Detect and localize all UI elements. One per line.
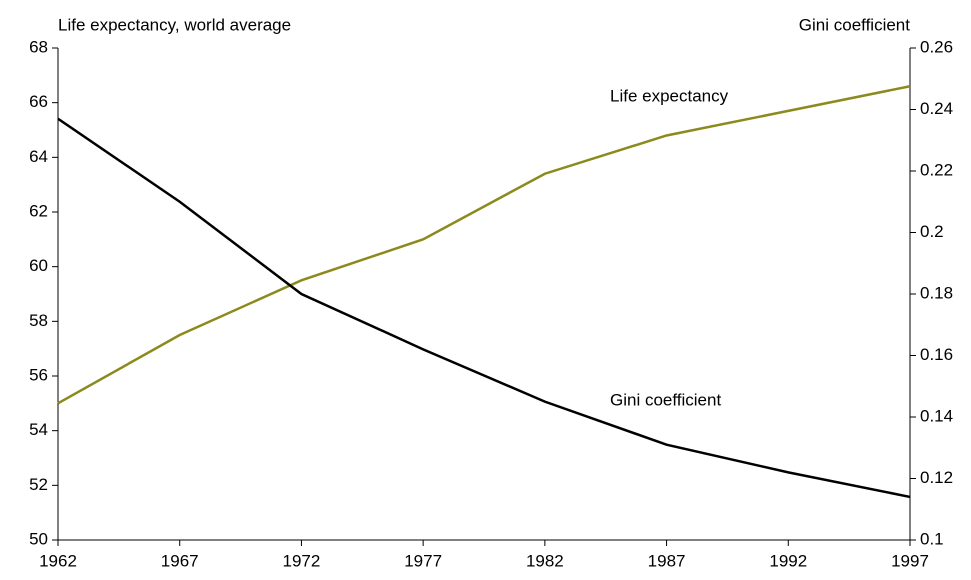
- y2-tick-label: 0.18: [920, 283, 953, 302]
- line-series: [57, 117, 911, 499]
- y-tick-label: 60: [29, 256, 48, 275]
- y-tick-label: 54: [29, 420, 48, 439]
- x-tick-label: 1962: [39, 551, 77, 570]
- y2-tick-label: 0.2: [920, 222, 944, 241]
- x-tick-label: 1992: [769, 551, 807, 570]
- y-tick-label: 52: [29, 475, 48, 494]
- y-tick-label: 64: [29, 147, 48, 166]
- y-tick-label: 50: [29, 529, 48, 548]
- y2-tick-label: 0.16: [920, 345, 953, 364]
- x-tick-label: 1972: [283, 551, 321, 570]
- y2-tick-label: 0.1: [920, 529, 944, 548]
- y2-tick-label: 0.24: [920, 99, 953, 118]
- y2-tick-label: 0.22: [920, 160, 953, 179]
- y-axis-label: Life expectancy, world average: [58, 15, 291, 34]
- y-tick-label: 66: [29, 92, 48, 111]
- y2-axis-label: Gini coefficient: [799, 15, 910, 34]
- x-tick-label: 1997: [891, 551, 929, 570]
- y2-tick-label: 0.14: [920, 406, 953, 425]
- y-tick-label: 56: [29, 365, 48, 384]
- line-series: [57, 85, 911, 405]
- y2-tick-label: 0.12: [920, 468, 953, 487]
- y2-tick-label: 0.26: [920, 37, 953, 56]
- x-tick-label: 1967: [161, 551, 199, 570]
- x-tick-label: 1982: [526, 551, 564, 570]
- y-tick-label: 68: [29, 37, 48, 56]
- x-tick-label: 1987: [648, 551, 686, 570]
- y-tick-label: 58: [29, 311, 48, 330]
- series-label: Gini coefficient: [610, 390, 721, 409]
- x-tick-label: 1977: [404, 551, 442, 570]
- series-label: Life expectancy: [610, 86, 729, 105]
- y-tick-label: 62: [29, 201, 48, 220]
